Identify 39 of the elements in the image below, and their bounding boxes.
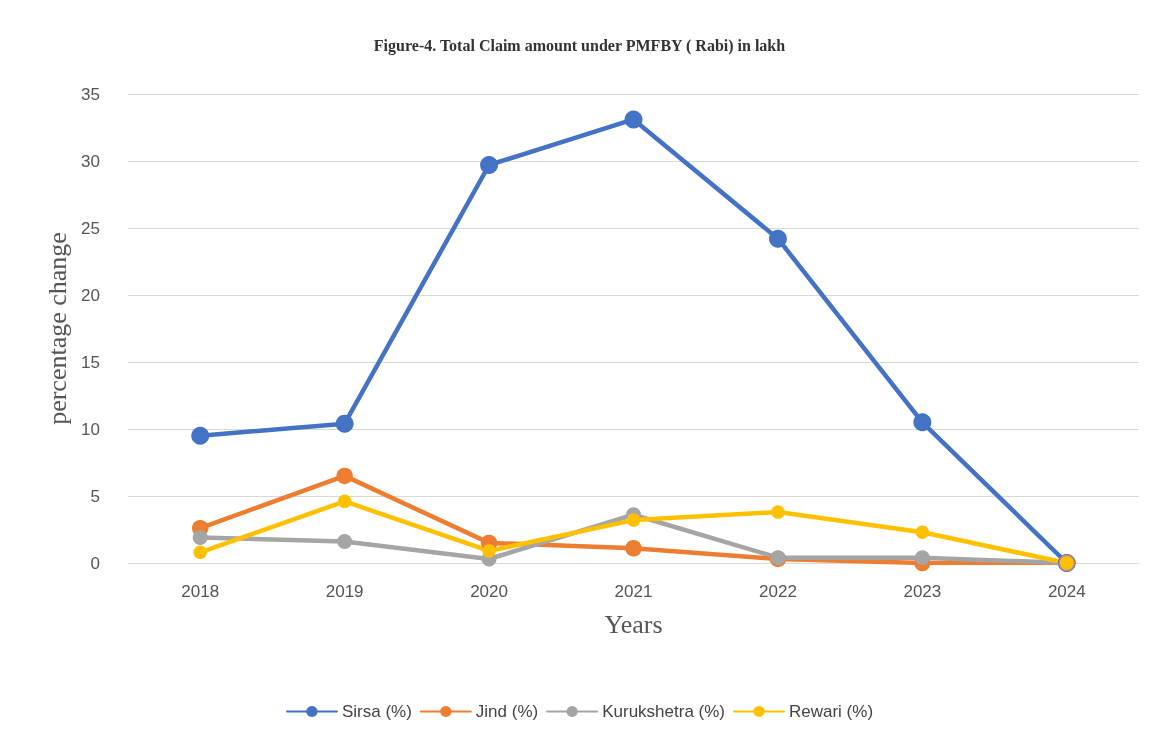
point xyxy=(192,530,208,546)
legend-label: Sirsa (%) xyxy=(341,702,412,721)
point xyxy=(191,426,210,445)
point xyxy=(626,513,641,527)
x-tick-label: 2022 xyxy=(759,582,797,601)
point xyxy=(914,550,930,566)
x-tick-label: 2023 xyxy=(903,582,942,601)
point xyxy=(337,534,353,550)
point xyxy=(913,413,932,432)
point xyxy=(482,544,496,558)
point xyxy=(624,110,643,129)
point xyxy=(768,229,787,248)
legend-label: Kurukshetra (%) xyxy=(602,702,726,721)
point xyxy=(336,467,353,485)
point xyxy=(625,540,642,557)
x-tick-label: 2020 xyxy=(470,582,508,601)
x-tick-label: 2019 xyxy=(325,582,364,601)
y-tick-label: 25 xyxy=(81,218,100,238)
y-tick-label: 35 xyxy=(81,84,100,104)
y-axis-title: percentage change xyxy=(42,232,72,425)
y-tick-label: 20 xyxy=(81,285,100,305)
point xyxy=(480,156,499,175)
y-tick-label: 0 xyxy=(90,553,100,573)
point xyxy=(335,414,354,433)
x-tick-label: 2018 xyxy=(181,582,220,601)
legend-label: Rewari (%) xyxy=(789,702,874,721)
x-tick-label: 2024 xyxy=(1047,582,1086,601)
legend-label: Jind (%) xyxy=(475,702,539,721)
point xyxy=(193,545,207,560)
point xyxy=(771,505,785,519)
x-tick-label: 2021 xyxy=(614,582,653,601)
chart-title: Figure-4. Total Claim amount under PMFBY ( Rabi) in lakh xyxy=(373,36,786,55)
y-tick-label: 15 xyxy=(81,352,100,372)
y-tick-label: 30 xyxy=(81,151,100,171)
point xyxy=(337,494,352,509)
y-tick-label: 5 xyxy=(90,486,100,506)
x-axis-title: Years xyxy=(604,609,663,639)
y-tick-label: 10 xyxy=(81,419,100,439)
point xyxy=(915,525,930,539)
